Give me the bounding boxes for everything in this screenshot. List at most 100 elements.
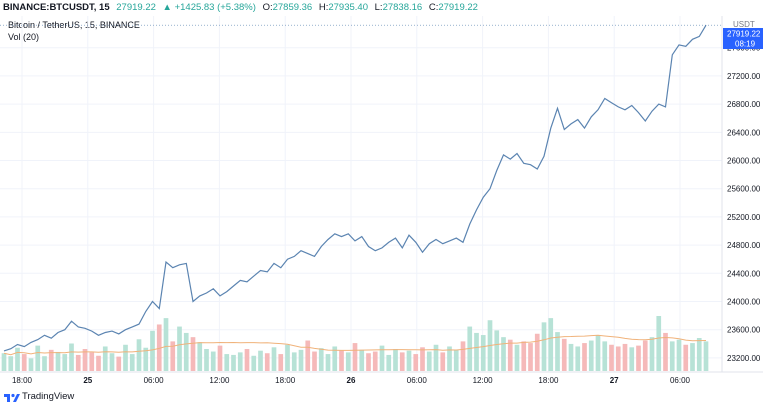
time-tick-label: 12:00 bbox=[473, 376, 494, 385]
volume-bar bbox=[116, 356, 122, 371]
volume-bar bbox=[420, 347, 425, 371]
open-label: O: bbox=[262, 2, 273, 13]
volume-bar bbox=[42, 356, 47, 371]
tradingview-brand[interactable]: TradingView bbox=[22, 391, 75, 402]
volume-bar bbox=[271, 347, 277, 371]
open-value: 27859.36 bbox=[272, 2, 313, 13]
volume-bar bbox=[352, 343, 358, 371]
volume-bar bbox=[318, 348, 324, 371]
time-tick-label: 18:00 bbox=[275, 376, 296, 385]
price-tick-label: 23600.00 bbox=[727, 326, 761, 335]
volume-bar bbox=[669, 341, 675, 371]
volume-bar bbox=[35, 345, 41, 371]
volume-bar bbox=[62, 354, 68, 371]
price-tick-label: 26000.00 bbox=[727, 157, 761, 166]
volume-bar bbox=[636, 345, 641, 371]
volume-bar bbox=[89, 352, 95, 371]
price-tick-label: 24800.00 bbox=[727, 241, 761, 250]
volume-bar bbox=[696, 338, 702, 371]
volume-bar bbox=[210, 351, 216, 371]
volume-bar bbox=[55, 351, 61, 371]
price-scale[interactable]: 27600.0027200.0026800.0026400.0026000.00… bbox=[727, 44, 761, 363]
volume-bar bbox=[494, 330, 500, 371]
low-value: 27838.16 bbox=[382, 2, 423, 13]
chart-grid bbox=[0, 16, 722, 372]
volume-bar bbox=[359, 349, 365, 371]
price-chart[interactable]: 27600.0027200.0026800.0026400.0026000.00… bbox=[0, 0, 763, 390]
symbol-label[interactable]: BINANCE:BTCUSDT, 15 bbox=[3, 2, 110, 13]
volume-bar bbox=[325, 354, 331, 371]
volume-bar bbox=[588, 340, 594, 371]
last-price: 27919.22 bbox=[116, 2, 156, 13]
volume-bar bbox=[440, 352, 446, 371]
price-change: ▲ +1425.83 (+5.38%) bbox=[162, 2, 256, 13]
volume-bar bbox=[170, 341, 176, 371]
time-tick-label: 06:00 bbox=[670, 376, 691, 385]
volume-bar bbox=[15, 347, 20, 371]
volume-bar bbox=[197, 342, 203, 371]
volume-bar bbox=[217, 345, 223, 371]
volume-bar bbox=[345, 352, 351, 371]
volume-bar bbox=[143, 347, 149, 371]
volume-bar bbox=[447, 346, 452, 371]
volume-bar bbox=[548, 318, 554, 371]
time-tick-label: 12:00 bbox=[209, 376, 230, 385]
bar-countdown: 08:19 bbox=[735, 40, 756, 49]
volume-bar bbox=[602, 341, 608, 371]
tradingview-logo-icon bbox=[4, 393, 20, 402]
volume-bar bbox=[258, 350, 263, 371]
volume-bar bbox=[264, 353, 270, 371]
volume-bar bbox=[595, 335, 601, 371]
volume-bar bbox=[69, 343, 74, 371]
time-tick-label: 25 bbox=[83, 376, 92, 385]
volume-bar bbox=[406, 350, 412, 371]
price-tick-label: 24400.00 bbox=[727, 269, 761, 278]
volume-bar bbox=[109, 353, 115, 371]
volume-bar bbox=[501, 337, 506, 371]
volume-bar bbox=[541, 322, 547, 371]
volume-bar bbox=[163, 318, 169, 371]
volume-bar bbox=[224, 354, 230, 371]
time-tick-label: 26 bbox=[347, 376, 356, 385]
close-label: C: bbox=[428, 2, 439, 13]
volume-bar bbox=[278, 354, 284, 371]
price-tick-label: 26400.00 bbox=[727, 128, 761, 137]
volume-bar bbox=[460, 341, 466, 371]
last-price-tag-bg bbox=[723, 28, 763, 39]
price-tick-label: 25600.00 bbox=[727, 185, 761, 194]
volume-bar bbox=[521, 341, 527, 371]
time-tick-label: 06:00 bbox=[407, 376, 428, 385]
volume-bar bbox=[433, 344, 439, 371]
volume-bar bbox=[82, 349, 88, 371]
volume-bar bbox=[231, 354, 236, 371]
volume-bar bbox=[150, 330, 155, 371]
volume-bar bbox=[663, 332, 668, 371]
volume-bar bbox=[136, 339, 142, 371]
volume-bar bbox=[190, 337, 196, 371]
high-label: H: bbox=[318, 2, 329, 13]
price-tick-label: 24000.00 bbox=[727, 298, 761, 307]
volume-legend[interactable]: Vol (20) bbox=[8, 32, 40, 42]
low-label: L: bbox=[374, 2, 383, 13]
price-tick-label: 26800.00 bbox=[727, 100, 761, 109]
volume-bar bbox=[291, 352, 297, 371]
volume-bar bbox=[177, 326, 182, 371]
time-tick-label: 18:00 bbox=[538, 376, 559, 385]
volume-bar bbox=[649, 337, 655, 371]
volume-bar bbox=[332, 346, 338, 371]
last-price-tag: 27919.22 bbox=[727, 30, 761, 39]
volume-bar bbox=[339, 350, 344, 371]
volume-bar bbox=[555, 332, 560, 371]
volume-bar bbox=[285, 344, 290, 371]
volume-bar bbox=[312, 351, 317, 371]
countdown-bg bbox=[723, 39, 763, 49]
volume-bar bbox=[204, 349, 209, 371]
volume-bar bbox=[453, 349, 459, 371]
symbol-header: BINANCE:BTCUSDT, 15 27919.22 ▲ +1425.83 … bbox=[0, 0, 763, 16]
volume-bar bbox=[622, 343, 628, 371]
volume-bar bbox=[561, 338, 567, 371]
series-legend[interactable]: Bitcoin / TetherUS, 15, BINANCE bbox=[8, 20, 140, 30]
volume-bar bbox=[514, 344, 520, 371]
volume-bar bbox=[379, 345, 385, 371]
time-scale[interactable]: 18:00 25 06:00 12:00 18:00 26 06:00 12:00 18:00 2… bbox=[12, 376, 691, 385]
